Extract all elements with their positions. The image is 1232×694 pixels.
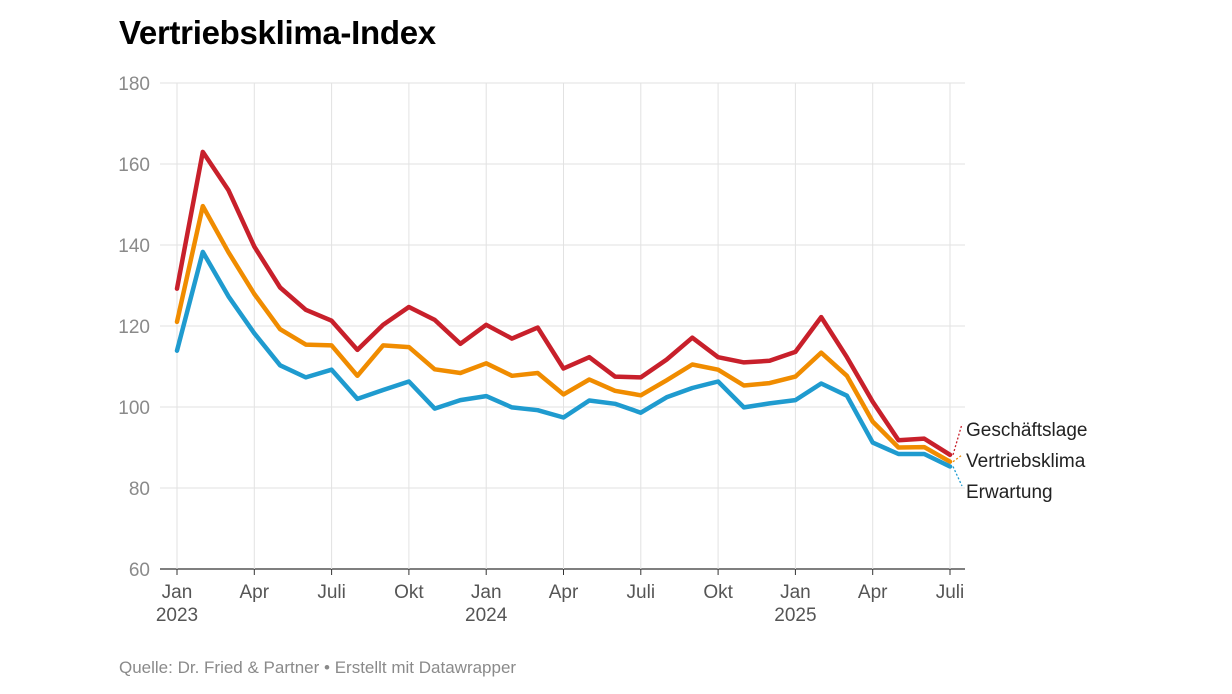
x-tick-label: Okt	[703, 582, 733, 603]
y-tick-label: 140	[118, 236, 150, 257]
y-tick-label: 120	[118, 317, 150, 338]
x-tick-label: Juli	[317, 582, 346, 603]
label-leader	[952, 466, 963, 487]
x-tick-label: Juli	[936, 582, 965, 603]
x-tick-label: Apr	[858, 582, 888, 603]
series-line	[174, 249, 953, 469]
y-tick-label: 60	[129, 560, 150, 581]
x-tick-label: Jan	[471, 582, 502, 603]
series-label: Vertriebsklima	[966, 451, 1086, 472]
x-tick-label: Okt	[394, 582, 424, 603]
series-label: Geschäftslage	[966, 420, 1087, 441]
x-tick-label: Apr	[240, 582, 270, 603]
source-note: Quelle: Dr. Fried & Partner • Erstellt m…	[119, 658, 517, 677]
x-tick-year: 2024	[465, 605, 508, 626]
x-tick-label: Apr	[549, 582, 579, 603]
label-leader	[952, 423, 963, 455]
y-tick-label: 180	[118, 74, 150, 95]
y-tick-label: 80	[129, 479, 150, 500]
y-tick-label: 160	[118, 155, 150, 176]
x-tick-label: Jan	[780, 582, 811, 603]
series-label: Erwartung	[966, 482, 1053, 503]
y-tick-label: 100	[118, 398, 150, 419]
series-lines	[174, 149, 953, 469]
x-tick-year: 2023	[156, 605, 198, 626]
series-line	[174, 149, 953, 458]
gridlines	[160, 82, 965, 570]
chart-title: Vertriebsklima-Index	[119, 14, 436, 51]
label-leader	[952, 454, 963, 463]
series-labels: Geschäftslage Vertriebsklima Erwartung	[952, 420, 1087, 503]
x-tick-label: Jan	[162, 582, 193, 603]
series-line	[174, 203, 953, 464]
x-tick-label: Juli	[627, 582, 656, 603]
y-axis: 60 80 100 120 140 160 180	[118, 74, 150, 581]
x-tick-year: 2025	[774, 605, 816, 626]
